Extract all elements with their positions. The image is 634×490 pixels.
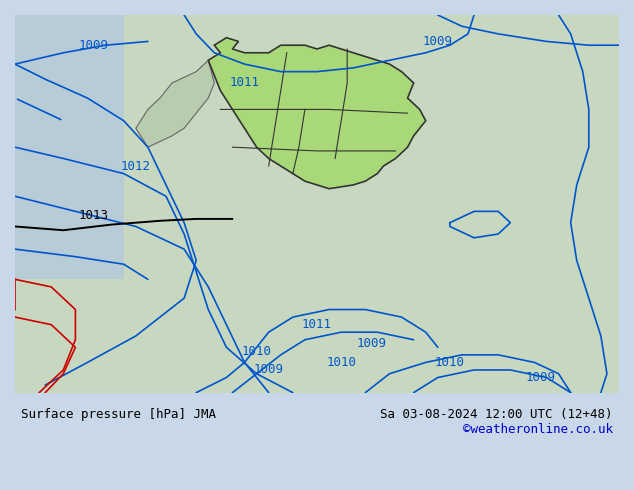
FancyBboxPatch shape [15,15,619,392]
Text: Sa 03-08-2024 12:00 UTC (12+48): Sa 03-08-2024 12:00 UTC (12+48) [380,408,613,421]
Text: 1013: 1013 [79,209,108,221]
Text: 1011: 1011 [302,318,332,331]
Text: 1011: 1011 [230,76,259,90]
Text: 1009: 1009 [356,337,386,350]
Text: Surface pressure [hPa] JMA: Surface pressure [hPa] JMA [21,408,216,421]
Text: 1010: 1010 [242,344,271,358]
Text: 1009: 1009 [526,371,555,384]
Text: 1012: 1012 [121,160,151,172]
Polygon shape [136,60,214,147]
Polygon shape [209,38,425,189]
Text: 1010: 1010 [435,356,465,369]
Text: 1010: 1010 [326,356,356,369]
Text: 1009: 1009 [79,39,108,52]
Text: 1009: 1009 [254,364,283,376]
Text: ©weatheronline.co.uk: ©weatheronline.co.uk [463,423,613,436]
Text: 1009: 1009 [423,35,453,48]
FancyBboxPatch shape [15,15,124,279]
